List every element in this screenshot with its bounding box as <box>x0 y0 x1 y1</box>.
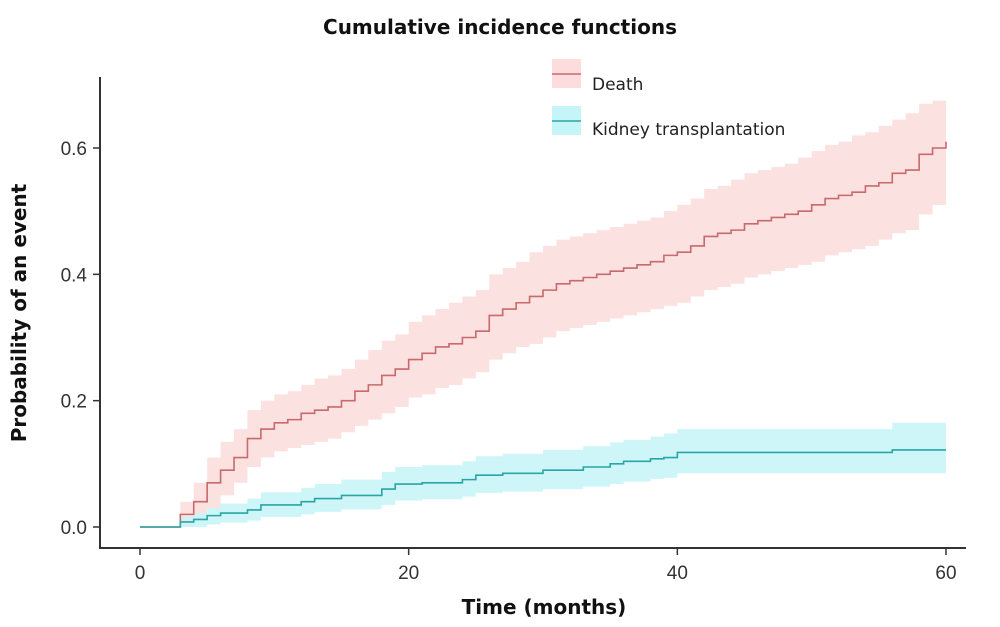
series-lines <box>140 141 947 528</box>
y-axis-title: Probability of an event <box>7 183 31 442</box>
y-tick-label: 0.6 <box>61 139 87 160</box>
x-tick-label: 60 <box>935 563 956 584</box>
y-ticks: 0.0 0.2 0.4 0.6 <box>61 139 100 539</box>
confidence-band-death <box>140 97 946 527</box>
legend-item-death: Death <box>552 59 643 95</box>
chart-title: Cumulative incidence functions <box>323 15 677 39</box>
legend-label-kidney-transplantation: Kidney transplantation <box>592 120 785 140</box>
legend-item-kidney-transplantation: Kidney transplantation <box>552 106 785 140</box>
confidence-band-kidney-transplantation <box>140 422 946 527</box>
y-tick-label: 0.0 <box>61 518 87 539</box>
y-tick-label: 0.4 <box>61 265 88 286</box>
x-tick-label: 0 <box>135 563 146 584</box>
series-line-kidney-transplantation <box>140 449 946 528</box>
x-tick-label: 20 <box>398 563 419 584</box>
legend-label-death: Death <box>592 75 643 95</box>
x-axis-title: Time (months) <box>462 595 627 619</box>
y-tick-label: 0.2 <box>61 392 87 413</box>
legend: Death Kidney transplantation <box>552 59 785 140</box>
confidence-bands <box>140 97 946 527</box>
x-tick-label: 40 <box>667 563 688 584</box>
x-ticks: 0 20 40 60 <box>135 548 957 584</box>
series-line-death <box>140 141 947 528</box>
